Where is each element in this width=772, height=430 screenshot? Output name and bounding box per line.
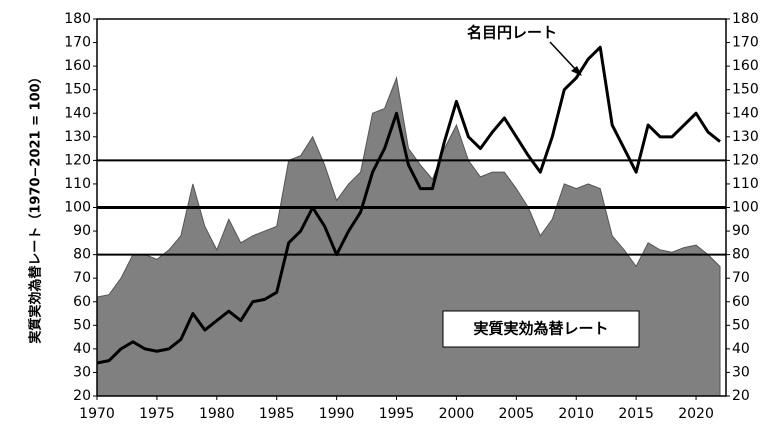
y2-tick-label: 20 [732, 388, 750, 404]
y-tick-label: 80 [73, 247, 91, 263]
y2-tick-label: 40 [732, 341, 750, 357]
y-tick-label: 150 [64, 82, 91, 98]
x-tick-label: 1980 [199, 406, 235, 422]
y2-tick-label: 120 [732, 152, 759, 168]
y-tick-label: 100 [64, 200, 91, 216]
y2-tick-label: 170 [732, 35, 759, 51]
y-tick-label: 40 [73, 341, 91, 357]
y-tick-label: 60 [73, 294, 91, 310]
y2-tick-label: 130 [732, 129, 759, 145]
line [96, 45, 721, 365]
y-tick-label: 20 [73, 388, 91, 404]
y2-tick-label: 30 [732, 364, 750, 380]
y-tick-label: 160 [64, 58, 91, 74]
arrow-head [571, 66, 582, 76]
y2-tick-label: 90 [732, 223, 750, 239]
x-tick-label: 2005 [499, 406, 535, 422]
x-tick-label: 1975 [139, 406, 175, 422]
line-annotation: 名目円レート [467, 24, 557, 42]
x-tick-label: 2020 [678, 406, 714, 422]
y2-tick-label: 80 [732, 247, 750, 263]
x-tick-label: 1990 [319, 406, 355, 422]
y-tick-label: 70 [73, 270, 91, 286]
y2-tick-label: 110 [732, 176, 759, 192]
area-annotation: 実質実効為替レート [473, 320, 608, 338]
area-annotation-box [442, 310, 640, 348]
y-tick-label: 50 [73, 317, 91, 333]
y2-tick-label: 60 [732, 294, 750, 310]
x-tick-label: 2000 [439, 406, 475, 422]
x-tick-label: 1985 [259, 406, 295, 422]
y2-tick-label: 100 [732, 200, 759, 216]
y2-tick-label: 160 [732, 58, 759, 74]
y-tick-label: 90 [73, 223, 91, 239]
y-tick-label: 170 [64, 35, 91, 51]
y2-tick-label: 50 [732, 317, 750, 333]
y-tick-label: 130 [64, 129, 91, 145]
y-tick-label: 110 [64, 176, 91, 192]
y2-tick-label: 140 [732, 105, 759, 121]
y2-tick-label: 180 [732, 11, 759, 27]
y-tick-label: 120 [64, 152, 91, 168]
x-tick-label: 1970 [79, 406, 115, 422]
y-axis-label: 実質実効為替レート（1970−2021 = 100） [28, 70, 44, 343]
y-tick-label: 140 [64, 105, 91, 121]
y2-tick-label: 150 [732, 82, 759, 98]
y-tick-label: 30 [73, 364, 91, 380]
x-tick-label: 2010 [558, 406, 594, 422]
annotation-arrow [549, 41, 579, 73]
x-tick-label: 2015 [618, 406, 654, 422]
y2-tick-label: 70 [732, 270, 750, 286]
y-tick-label: 180 [64, 11, 91, 27]
x-tick-label: 1995 [379, 406, 415, 422]
